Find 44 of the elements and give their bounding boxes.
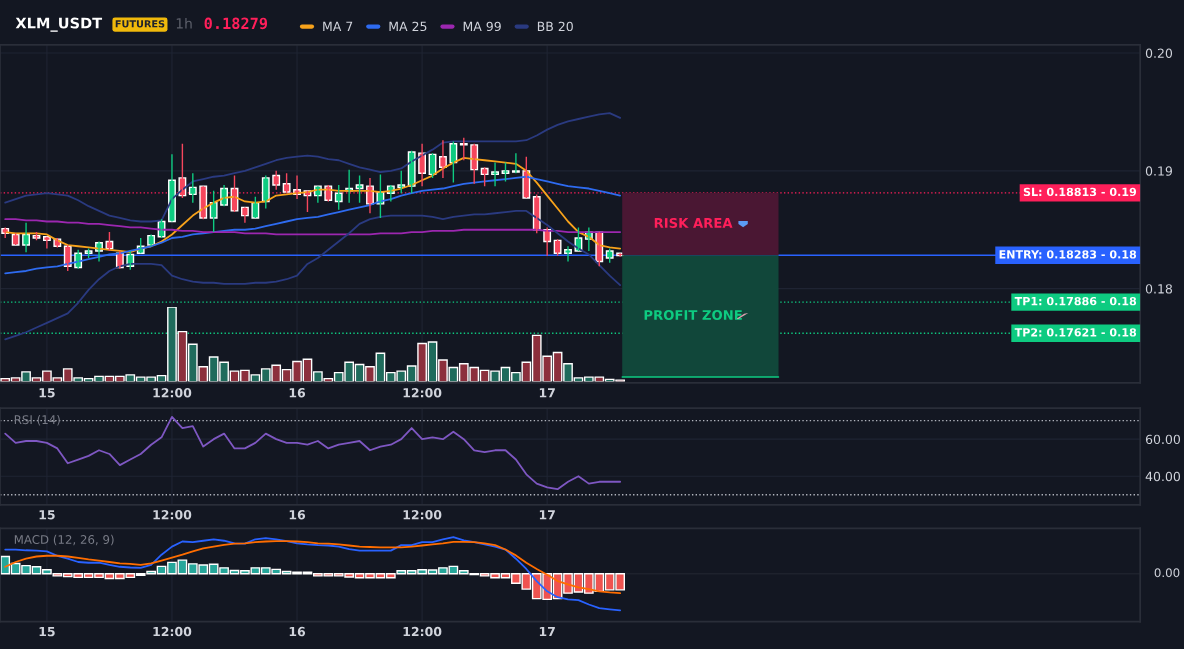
x-tick-label: 17 bbox=[539, 626, 555, 637]
ref-line-label: ENTRY: 0.18283 - 0.18 bbox=[999, 250, 1137, 259]
x-tick-label: 17 bbox=[539, 388, 555, 398]
x-tick-label: 15 bbox=[39, 626, 55, 637]
line-series bbox=[4, 416, 622, 491]
ref-line-label: TP1: 0.17886 - 0.18 bbox=[1014, 296, 1137, 306]
y-tick-label: 40.00 bbox=[1145, 471, 1181, 482]
ref-line-label: SL: 0.18813 - 0.19 bbox=[1023, 187, 1137, 197]
candlestick bbox=[282, 172, 291, 194]
chart-title: MACD (12, 26, 9) bbox=[14, 534, 114, 546]
text: 1h bbox=[176, 17, 192, 29]
x-tick-label: 16 bbox=[289, 388, 306, 398]
x-tick-label: 12:00 bbox=[403, 387, 442, 398]
legend-label: MA 7 bbox=[323, 21, 353, 31]
chart-title: XLM_USDT bbox=[15, 17, 103, 32]
x-tick-label: 15 bbox=[39, 388, 55, 398]
x-tick-label: 12:00 bbox=[153, 510, 192, 520]
legend-label: MA 25 bbox=[389, 21, 427, 32]
x-tick-label: 15 bbox=[39, 510, 55, 520]
y-tick-label: 0.20 bbox=[1145, 48, 1173, 58]
line-series bbox=[4, 112, 622, 223]
text: RSI (14) bbox=[14, 415, 60, 426]
y-tick-label: 0.19 bbox=[1145, 166, 1173, 176]
text: FUTURES bbox=[115, 20, 165, 28]
legend-label: BB 20 bbox=[537, 21, 573, 32]
x-tick-label: 12:00 bbox=[153, 626, 192, 637]
ref-line-label: TP2: 0.17621 - 0.18 bbox=[1014, 328, 1137, 337]
candlestick bbox=[511, 152, 520, 174]
x-tick-label: 16 bbox=[289, 510, 306, 520]
text: RISK AREA bbox=[654, 217, 733, 228]
y-tick-label: 60.00 bbox=[1145, 434, 1181, 445]
x-tick-label: 12:00 bbox=[153, 387, 192, 398]
text: PROFIT ZONE bbox=[644, 310, 742, 320]
x-tick-label: 12:00 bbox=[403, 626, 442, 637]
y-tick-label: 0.18 bbox=[1145, 284, 1173, 294]
candlestick bbox=[459, 137, 468, 161]
text: 0.18279 bbox=[204, 17, 268, 30]
line-series bbox=[4, 209, 622, 341]
legend-label: MA 99 bbox=[463, 21, 501, 32]
x-tick-label: 16 bbox=[289, 626, 306, 637]
x-tick-label: 12:00 bbox=[403, 510, 442, 520]
line-series bbox=[4, 175, 622, 275]
x-tick-label: 17 bbox=[539, 510, 555, 520]
ref-line-label: 0.00 bbox=[1154, 568, 1180, 578]
